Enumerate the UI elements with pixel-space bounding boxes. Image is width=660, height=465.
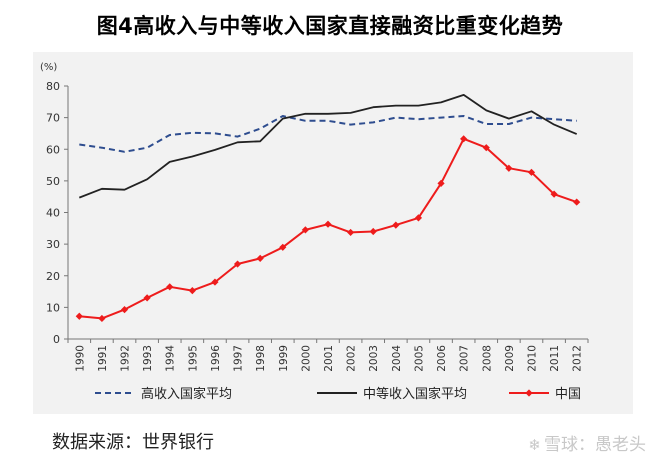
y-tick-label: 40 bbox=[46, 207, 60, 220]
y-tick-label: 30 bbox=[46, 238, 60, 251]
watermark-text: 雪球：愚老头 bbox=[544, 435, 646, 455]
snowball-icon: ❄ bbox=[528, 436, 541, 454]
china-data-point bbox=[550, 190, 558, 198]
china-data-point bbox=[460, 135, 468, 143]
x-tick-label: 1996 bbox=[210, 345, 222, 372]
y-tick-label: 80 bbox=[46, 80, 60, 93]
middle-income-series-line bbox=[78, 94, 578, 199]
line-chart: 0 10 20 30 40 50 60 70 80 (%) 1990 1991 1992 1993 1994… bbox=[40, 62, 589, 402]
china-data-point bbox=[505, 164, 513, 172]
x-tick-label: 2011 bbox=[549, 345, 561, 372]
x-tick-label: 1992 bbox=[120, 345, 132, 372]
x-tick-label: 1995 bbox=[187, 345, 199, 372]
x-tick-label: 2002 bbox=[346, 345, 358, 372]
legend: 高收入国家平均 中等收入国家平均 中国 bbox=[95, 386, 581, 402]
china-data-point bbox=[527, 168, 536, 176]
source-note: 数据来源：世界银行 bbox=[52, 432, 214, 453]
china-data-point bbox=[437, 179, 445, 188]
y-tick-label: 0 bbox=[53, 333, 60, 346]
axes: 0 10 20 30 40 50 60 70 80 (%) 1990 1991 1992 1993 1994… bbox=[40, 62, 589, 372]
china-data-point bbox=[166, 283, 174, 291]
watermark: ❄ 雪球：愚老头 bbox=[528, 430, 646, 455]
y-tick-label: 60 bbox=[46, 143, 60, 156]
x-tick-label: 2008 bbox=[481, 345, 493, 372]
china-data-point bbox=[120, 305, 129, 314]
china-data-point bbox=[211, 278, 219, 286]
china-data-point bbox=[256, 254, 264, 262]
china-series-line bbox=[79, 137, 578, 320]
y-tick-label: 10 bbox=[46, 301, 60, 314]
china-data-point bbox=[347, 228, 355, 237]
china-data-point bbox=[98, 314, 106, 323]
x-tick-label: 1993 bbox=[142, 345, 154, 372]
x-tick-label: 1999 bbox=[278, 345, 290, 372]
x-tick-label: 2007 bbox=[459, 345, 471, 372]
y-tick-label: 50 bbox=[46, 175, 60, 188]
x-tick-label: 2000 bbox=[300, 345, 312, 372]
china-data-point bbox=[482, 144, 490, 152]
y-tick-label: 70 bbox=[46, 112, 60, 125]
x-tick-label: 2001 bbox=[323, 345, 335, 372]
series-layer bbox=[75, 94, 581, 323]
china-data-point bbox=[392, 221, 400, 229]
x-tick-label: 2005 bbox=[413, 345, 425, 372]
china-data-point bbox=[188, 287, 196, 295]
legend-high-income-label: 高收入国家平均 bbox=[141, 386, 232, 402]
high-income-series-line bbox=[79, 115, 577, 153]
x-tick-label: 1991 bbox=[97, 345, 109, 372]
china-data-point bbox=[369, 227, 377, 236]
x-tick-label: 1997 bbox=[233, 345, 245, 372]
x-tick-label: 2006 bbox=[436, 345, 448, 372]
y-axis-label: (%) bbox=[40, 62, 57, 73]
y-tick-label: 20 bbox=[46, 270, 60, 283]
x-tick-label: 2010 bbox=[526, 345, 538, 372]
x-tick-label: 2012 bbox=[572, 345, 584, 372]
x-tick-label: 2003 bbox=[368, 345, 380, 372]
china-data-point bbox=[414, 214, 423, 222]
china-data-point bbox=[324, 220, 332, 228]
x-tick-label: 2004 bbox=[391, 345, 403, 372]
china-data-point bbox=[573, 198, 581, 206]
x-tick-label: 2009 bbox=[504, 345, 516, 372]
china-data-point bbox=[75, 312, 83, 320]
chart-title: 图4高收入与中等收入国家直接融资比重变化趋势 bbox=[96, 14, 564, 38]
legend-china-marker bbox=[525, 389, 533, 397]
legend-china-label: 中国 bbox=[555, 387, 581, 402]
x-tick-label: 1998 bbox=[255, 345, 267, 372]
china-data-point bbox=[143, 294, 151, 302]
x-tick-label: 1994 bbox=[165, 345, 177, 372]
china-data-point bbox=[279, 243, 287, 251]
china-data-point bbox=[301, 226, 309, 234]
x-tick-label: 1990 bbox=[74, 345, 86, 372]
legend-middle-income-label: 中等收入国家平均 bbox=[363, 386, 467, 402]
